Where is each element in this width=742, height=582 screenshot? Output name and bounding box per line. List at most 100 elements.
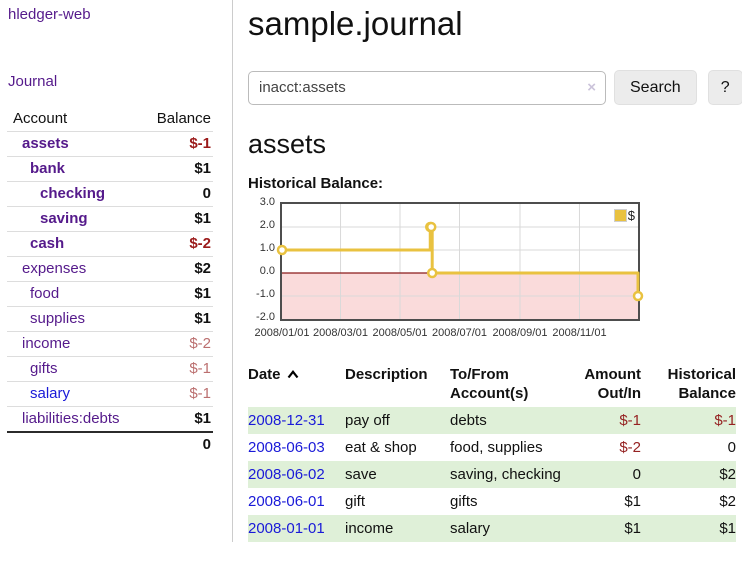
register-balance: 0 [727, 439, 736, 456]
historical-balance-chart: $ 3.0 2.0 1.0 0.0 -1.0 -2.0 2008/01/01 2008/03/… [248, 196, 648, 342]
column-header-description: Description [345, 366, 428, 383]
sidebar-account-link[interactable]: saving [40, 210, 88, 227]
column-header-balance: Historical Balance [667, 366, 736, 402]
account-heading: assets [248, 129, 327, 159]
brand-link[interactable]: hledger-web [8, 6, 91, 23]
register-amount: $-2 [619, 439, 641, 456]
account-balance: $-1 [189, 385, 211, 402]
register-accounts: salary [450, 520, 491, 537]
x-axis-tick-label: 2008/11/01 [552, 327, 607, 339]
y-axis-tick-label: 0.0 [259, 265, 275, 277]
account-row: cash $-2 [7, 231, 213, 256]
register-row: 2008-12-31 pay off debts $-1 $-1 [248, 407, 736, 434]
account-balance: $-2 [189, 235, 211, 252]
accounts-table: Account Balance assets $-1 bank $1 checking 0… [7, 107, 213, 456]
register-header-row: Date Description To/From Account(s) Amou… [248, 363, 736, 407]
sidebar-account-link[interactable]: bank [30, 160, 66, 177]
help-button[interactable]: ? [707, 70, 742, 105]
sidebar-account-link[interactable]: checking [40, 185, 106, 202]
register-description: eat & shop [345, 439, 417, 456]
register-amount: $-1 [619, 412, 641, 429]
account-balance: $-1 [189, 135, 211, 152]
x-axis-tick-label: 2008/09/01 [492, 327, 548, 339]
account-row: salary $-1 [7, 381, 213, 406]
register-row: 2008-06-01 gift gifts $1 $2 [248, 488, 736, 515]
sidebar-item-journal[interactable]: Journal [8, 73, 58, 90]
account-row: bank $1 [7, 156, 213, 181]
register-accounts: debts [450, 412, 487, 429]
sidebar-account-link[interactable]: income [22, 335, 71, 352]
accounts-table-header: Account Balance [7, 107, 213, 131]
account-balance: 0 [202, 185, 211, 202]
account-row: income $-2 [7, 331, 213, 356]
register-date-link[interactable]: 2008-06-01 [248, 493, 325, 510]
register-amount: $1 [624, 493, 641, 510]
search-button[interactable]: Search [614, 70, 697, 105]
register-row: 2008-06-02 save saving, checking 0 $2 [248, 461, 736, 488]
register-date-link[interactable]: 2008-06-02 [248, 466, 325, 483]
y-axis-tick-label: 2.0 [259, 219, 275, 231]
accounts-total-row: 0 [7, 431, 213, 456]
register-description: gift [345, 493, 366, 510]
page-title: sample.journal [248, 5, 463, 42]
register-balance: $-1 [714, 412, 736, 429]
account-balance: $1 [194, 160, 211, 177]
register-date-link[interactable]: 2008-06-03 [248, 439, 325, 456]
account-balance: $1 [194, 410, 211, 427]
legend-label: $ [627, 208, 635, 223]
account-column-header: Account [13, 110, 68, 127]
chart-legend: $ [613, 208, 635, 223]
account-balance: $1 [194, 310, 211, 327]
register-accounts: saving, checking [450, 466, 561, 483]
sidebar-account-link[interactable]: expenses [22, 260, 87, 277]
register-accounts: food, supplies [450, 439, 543, 456]
register-date-link[interactable]: 2008-01-01 [248, 520, 325, 537]
y-axis-tick-label: 1.0 [259, 242, 275, 254]
register-row: 2008-06-03 eat & shop food, supplies $-2 0 [248, 434, 736, 461]
sidebar-account-link[interactable]: assets [22, 135, 69, 152]
main-content: sample.journal × Search ? assets Histori… [233, 0, 742, 542]
account-row: food $1 [7, 281, 213, 306]
x-axis-tick-label: 2008/07/01 [431, 327, 488, 339]
sidebar-account-link[interactable]: supplies [30, 310, 86, 327]
legend-swatch-icon [613, 209, 627, 222]
account-row: gifts $-1 [7, 356, 213, 381]
y-axis-tick-label: 3.0 [259, 196, 275, 208]
chart-title: Historical Balance: [248, 175, 384, 192]
column-header-date[interactable]: Date [248, 363, 345, 407]
register-description: save [345, 466, 377, 483]
sidebar-account-link[interactable]: liabilities:debts [22, 410, 120, 427]
sidebar-account-link[interactable]: gifts [30, 360, 58, 377]
register-description: pay off [345, 412, 390, 429]
register-amount: $1 [624, 520, 641, 537]
account-row: assets $-1 [7, 131, 213, 156]
account-row: supplies $1 [7, 306, 213, 331]
account-row: liabilities:debts $1 [7, 406, 213, 431]
register-amount: 0 [632, 466, 641, 483]
sidebar-account-link[interactable]: food [30, 285, 60, 302]
account-balance: $1 [194, 210, 211, 227]
x-axis-tick-label: 2008/01/01 [254, 327, 310, 339]
account-row: checking 0 [7, 181, 213, 206]
register-balance: $2 [719, 466, 736, 483]
y-axis-tick-label: -2.0 [256, 311, 275, 323]
clear-search-icon[interactable]: × [587, 78, 596, 96]
account-balance: $-1 [189, 360, 211, 377]
sort-ascending-icon [287, 366, 299, 383]
account-row: expenses $2 [7, 256, 213, 281]
accounts-total-balance: 0 [202, 436, 211, 453]
balance-column-header: Balance [156, 110, 211, 127]
account-balance: $2 [194, 260, 211, 277]
register-balance: $1 [719, 520, 736, 537]
column-header-amount: Amount Out/In [584, 366, 641, 402]
register-date-link[interactable]: 2008-12-31 [248, 412, 325, 429]
app-root: hledger-web Journal Account Balance asse… [7, 0, 742, 542]
register-description: income [345, 520, 394, 537]
account-balance: $1 [194, 285, 211, 302]
chart-plot[interactable]: $ [276, 202, 644, 321]
sidebar-account-link[interactable]: cash [30, 235, 65, 252]
account-row: saving $1 [7, 206, 213, 231]
column-header-accounts: To/From Account(s) [450, 366, 529, 402]
sidebar-account-link[interactable]: salary [30, 385, 71, 402]
search-input[interactable] [248, 70, 606, 105]
